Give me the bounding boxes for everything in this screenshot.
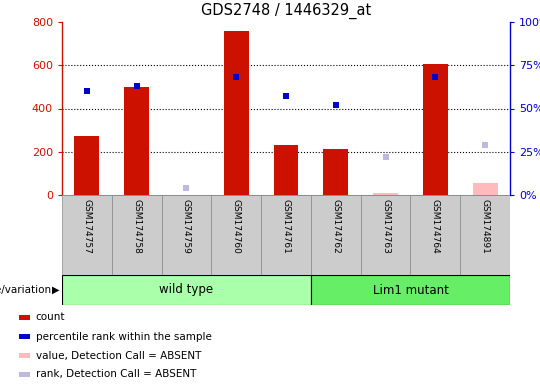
- Bar: [62, 195, 112, 275]
- Bar: [472, 183, 497, 195]
- Text: GSM174758: GSM174758: [132, 199, 141, 254]
- Bar: [75, 136, 99, 195]
- Bar: [274, 145, 299, 195]
- Bar: [19, 334, 30, 339]
- Bar: [311, 195, 361, 275]
- Bar: [19, 315, 30, 320]
- Text: GSM174762: GSM174762: [331, 199, 340, 254]
- Text: ▶: ▶: [52, 285, 60, 295]
- Text: GSM174891: GSM174891: [481, 199, 490, 254]
- Text: GSM174764: GSM174764: [431, 199, 440, 254]
- Bar: [311, 275, 510, 305]
- Bar: [19, 372, 30, 377]
- Text: rank, Detection Call = ABSENT: rank, Detection Call = ABSENT: [36, 369, 196, 379]
- Bar: [261, 195, 311, 275]
- Bar: [224, 31, 248, 195]
- Bar: [323, 149, 348, 195]
- Bar: [62, 275, 311, 305]
- Text: GSM174759: GSM174759: [182, 199, 191, 254]
- Bar: [112, 195, 161, 275]
- Title: GDS2748 / 1446329_at: GDS2748 / 1446329_at: [201, 3, 371, 19]
- Bar: [410, 195, 460, 275]
- Text: GSM174761: GSM174761: [281, 199, 291, 254]
- Text: genotype/variation: genotype/variation: [0, 285, 51, 295]
- Bar: [124, 87, 149, 195]
- Text: GSM174760: GSM174760: [232, 199, 241, 254]
- Bar: [211, 195, 261, 275]
- Text: wild type: wild type: [159, 283, 213, 296]
- Bar: [361, 195, 410, 275]
- Text: value, Detection Call = ABSENT: value, Detection Call = ABSENT: [36, 351, 201, 361]
- Text: count: count: [36, 313, 65, 323]
- Bar: [460, 195, 510, 275]
- Bar: [423, 64, 448, 195]
- Bar: [161, 195, 211, 275]
- Text: Lim1 mutant: Lim1 mutant: [373, 283, 448, 296]
- Bar: [373, 193, 398, 195]
- Bar: [19, 353, 30, 358]
- Text: GSM174763: GSM174763: [381, 199, 390, 254]
- Text: GSM174757: GSM174757: [83, 199, 91, 254]
- Text: percentile rank within the sample: percentile rank within the sample: [36, 331, 212, 341]
